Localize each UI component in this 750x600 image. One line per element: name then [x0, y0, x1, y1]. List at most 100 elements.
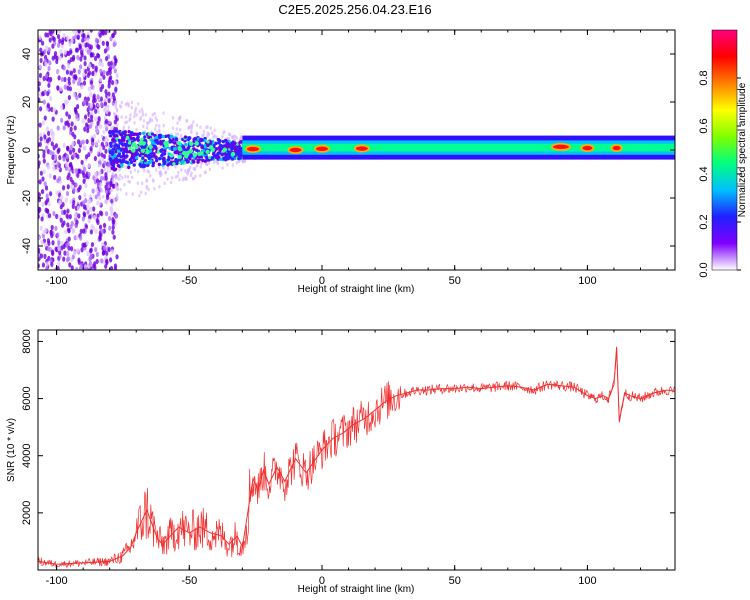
spectrogram-cell: [107, 61, 111, 67]
spectrogram-cell: [112, 41, 116, 48]
spectrogram-cell: [199, 173, 202, 178]
spectrogram-cell: [41, 91, 45, 97]
spectrogram-cell: [56, 232, 60, 238]
spectrogram-cell: [109, 141, 113, 146]
spectrogram-cell: [83, 61, 87, 67]
spectrogram-cell: [103, 48, 108, 54]
spectrogram-cell: [144, 191, 147, 196]
spectrogram-cell: [155, 130, 159, 134]
spectrogram-cell: [149, 174, 152, 178]
spectrogram-cell: [132, 163, 136, 167]
spectrogram-cell: [243, 158, 246, 163]
spectrogram-cell: [233, 141, 237, 145]
spectrogram-cell: [158, 184, 161, 189]
spectrogram-cell: [56, 265, 60, 270]
spectrogram-cell: [45, 266, 49, 270]
spectrogram-cell: [162, 166, 165, 170]
spectrogram-cell: [89, 229, 93, 235]
colorbar-tick-label: 0.2: [698, 214, 710, 229]
spectrogram-cell: [96, 120, 100, 126]
spectrogram-cell: [72, 54, 76, 60]
spectrogram-cell: [139, 164, 143, 168]
spectrogram-cell: [57, 75, 61, 81]
spectrogram-cell: [56, 42, 61, 48]
spectrogram-cell: [189, 173, 193, 178]
spectrogram-cell: [125, 150, 129, 154]
snr-x-label: Height of straight line (km): [298, 584, 415, 595]
spectrogram-cell: [45, 126, 49, 132]
spectrogram-cell: [69, 144, 73, 150]
spectrogram-cell: [230, 151, 236, 157]
spectrogram-cell: [89, 51, 93, 58]
spectrogram-cell: [140, 148, 145, 153]
y-tick-label: 40: [21, 48, 33, 60]
spectrogram-cell: [50, 141, 54, 147]
spectrogram-cell: [94, 194, 98, 200]
spectrogram-cell: [170, 176, 174, 180]
spectrogram-cell: [65, 161, 69, 168]
spectrogram-cell: [111, 229, 115, 235]
spectrogram-cell: [216, 161, 219, 165]
spectrogram-cell: [111, 178, 115, 182]
spectrogram-cell: [69, 70, 74, 76]
spectrogram-cell: [147, 187, 150, 192]
spectrogram-cell: [125, 160, 130, 165]
spectrogram-cell: [89, 253, 93, 259]
spectrogram-cell: [52, 107, 56, 113]
spectrogram-cell: [82, 145, 86, 151]
spectrogram-cell: [214, 141, 218, 146]
colorbar-tick-label: 0.0: [698, 262, 710, 277]
spectrogram-cell: [87, 86, 91, 92]
spectrogram-cell: [120, 159, 124, 163]
spectrogram-cell: [110, 248, 114, 255]
spectrogram-cell: [118, 177, 121, 182]
spectrogram-cell: [134, 156, 139, 160]
spectrogram-cell: [87, 162, 91, 168]
spectrogram-cell: [186, 172, 189, 176]
spectrogram-cell: [98, 210, 103, 216]
spectrogram-cell: [82, 72, 86, 78]
spectrogram-cell: [145, 149, 150, 155]
spectrogram-cell: [185, 150, 190, 156]
spectrogram-cell: [149, 154, 154, 159]
spectrogram-cell: [44, 61, 48, 67]
spectrogram-cell: [71, 140, 75, 147]
spectrogram-cell: [133, 168, 137, 172]
spectrogram-cell: [131, 148, 136, 153]
spectrogram-cell: [76, 247, 80, 254]
spectrogram-cell: [103, 160, 107, 166]
spectrogram-cell: [141, 165, 146, 169]
snr-series-noise: [38, 346, 675, 569]
spectrogram-cell: [100, 134, 104, 139]
spectrogram-cell: [43, 253, 47, 259]
spectrogram-cell: [233, 145, 237, 149]
spectrogram-cell: [143, 145, 147, 149]
spectrogram-cell: [68, 86, 73, 92]
spectrogram-cell: [95, 258, 99, 265]
spectrogram-cell: [105, 190, 108, 194]
spectrogram-cell: [225, 141, 230, 145]
spectrogram-cell: [175, 161, 179, 166]
y-tick-label: 0: [21, 147, 33, 153]
spectrogram-cell: [41, 50, 45, 57]
spectrogram-cell: [207, 132, 211, 137]
spectrogram-cell: [171, 115, 175, 120]
spectrogram-cell: [84, 198, 88, 204]
spectrogram-cell: [55, 58, 59, 65]
spectrogram-cell: [123, 182, 126, 187]
spectrogram-cell: [76, 172, 80, 178]
spectrogram-cell: [89, 91, 93, 98]
spectrogram-cell: [49, 230, 53, 236]
spectrogram-cell: [67, 172, 71, 178]
spectrogram-cell: [96, 94, 100, 100]
spectrogram-cell: [122, 153, 126, 158]
spectrogram-cell: [201, 133, 204, 138]
spectrogram-cell: [105, 194, 110, 201]
spectrogram-cell: [176, 174, 179, 179]
spectrogram-cell: [154, 127, 157, 131]
spectrogram-cell: [119, 187, 122, 192]
spectrogram-cell: [95, 175, 98, 179]
spectrogram-cell: [51, 250, 55, 257]
spectrogram-cell: [87, 218, 91, 224]
spectrogram-cell: [175, 127, 178, 131]
